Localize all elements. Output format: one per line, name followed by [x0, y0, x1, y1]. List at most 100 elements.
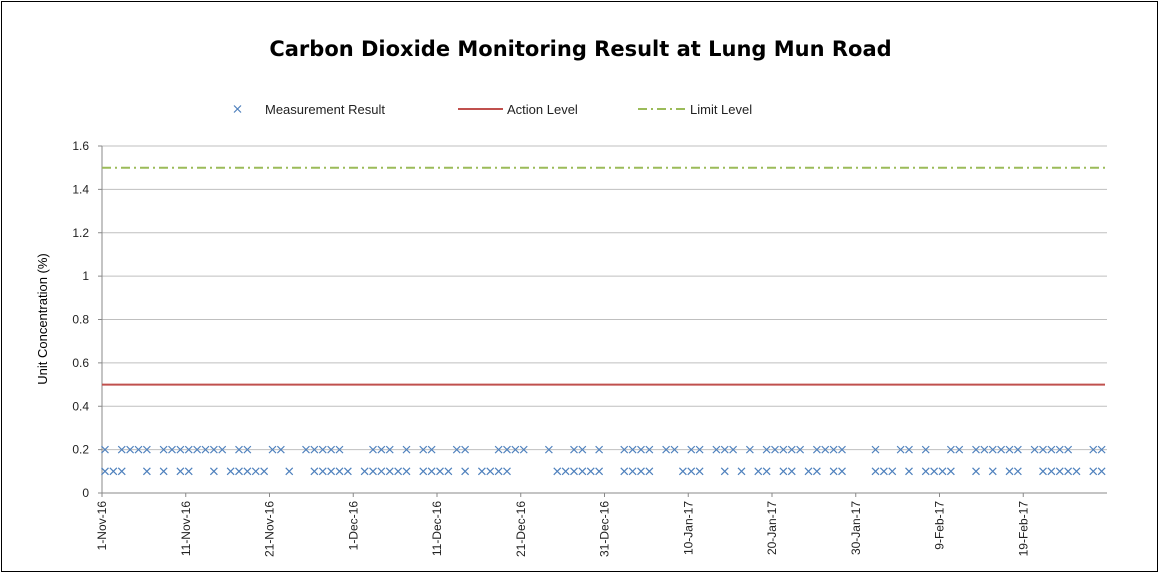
measurement-point — [126, 445, 135, 454]
measurement-point — [787, 467, 796, 476]
measurement-point — [821, 445, 830, 454]
gridlines — [102, 145, 1107, 451]
marker-stroke — [385, 467, 394, 476]
marker-stroke — [519, 445, 528, 454]
measurement-point — [260, 467, 269, 476]
measurement-point — [695, 445, 704, 454]
marker-stroke — [829, 467, 838, 476]
marker-stroke — [796, 445, 805, 454]
marker-stroke — [695, 467, 704, 476]
measurement-point — [1055, 467, 1064, 476]
measurement-point — [419, 445, 428, 454]
measurement-point — [427, 445, 436, 454]
marker-stroke — [645, 467, 654, 476]
measurement-point — [486, 467, 495, 476]
measurement-point — [201, 445, 210, 454]
marker-stroke — [209, 467, 218, 476]
marker-stroke — [946, 467, 955, 476]
measurement-point — [452, 445, 461, 454]
x-tick-label: 1-Nov-16 — [95, 501, 109, 551]
measurement-point — [745, 445, 754, 454]
marker-stroke — [570, 467, 578, 476]
measurement-point — [570, 445, 578, 454]
marker-stroke — [729, 445, 738, 454]
measurement-point — [461, 467, 470, 476]
measurement-point — [578, 445, 587, 454]
marker-stroke — [997, 445, 1006, 454]
measurement-point — [988, 467, 997, 476]
measurement-point — [142, 445, 151, 454]
measurement-point — [678, 467, 687, 476]
marker-stroke — [276, 445, 285, 454]
marker-stroke — [1047, 467, 1056, 476]
legend-marker-measurement — [233, 105, 242, 113]
marker-stroke — [343, 467, 352, 476]
measurement-point — [871, 445, 880, 454]
measurement-point — [302, 445, 310, 454]
marker-stroke — [377, 445, 386, 454]
marker-stroke — [427, 467, 436, 476]
marker-stroke — [109, 467, 118, 476]
measurement-point — [193, 445, 202, 454]
marker-stroke — [586, 467, 595, 476]
measurement-point — [369, 445, 377, 454]
marker-stroke — [101, 467, 109, 476]
measurement-point — [494, 445, 503, 454]
x-tick-labels: 1-Nov-16 11-Nov-16 21-Nov-16 1-Dec-16 11-Dec… — [95, 501, 1030, 557]
marker-stroke — [285, 467, 294, 476]
marker-stroke — [812, 467, 821, 476]
marker-stroke — [268, 445, 277, 454]
marker-stroke — [201, 445, 210, 454]
marker-stroke — [1055, 467, 1064, 476]
measurement-point — [109, 467, 118, 476]
marker-stroke — [938, 467, 947, 476]
marker-stroke — [142, 467, 151, 476]
marker-stroke — [637, 467, 645, 476]
measurement-point — [436, 467, 444, 476]
marker-stroke — [134, 445, 143, 454]
measurement-point — [687, 445, 696, 454]
marker-stroke — [243, 445, 252, 454]
marker-stroke — [955, 445, 964, 454]
measurement-point — [318, 445, 327, 454]
marker-stroke — [1047, 445, 1056, 454]
measurement-point — [804, 467, 813, 476]
measurement-point — [980, 445, 989, 454]
marker-stroke — [905, 445, 913, 454]
marker-stroke — [946, 445, 955, 454]
measurement-point — [1064, 467, 1073, 476]
marker-stroke — [218, 445, 227, 454]
marker-stroke — [779, 445, 788, 454]
marker-stroke — [678, 467, 687, 476]
measurement-point — [762, 445, 771, 454]
measurement-point — [662, 445, 671, 454]
measurement-point — [1005, 445, 1014, 454]
marker-stroke — [595, 445, 604, 454]
marker-stroke — [595, 467, 604, 476]
marker-stroke — [737, 467, 746, 476]
measurement-point — [1097, 467, 1106, 476]
chart-title: Carbon Dioxide Monitoring Result at Lung… — [269, 37, 892, 61]
x-tick-label: 20-Jan-17 — [765, 501, 779, 555]
measurement-point — [494, 467, 503, 476]
measurement-point — [377, 445, 386, 454]
measurement-point — [896, 445, 905, 454]
measurement-point — [1039, 445, 1047, 454]
marker-stroke — [720, 445, 729, 454]
marker-stroke — [159, 467, 168, 476]
measurement-point — [779, 445, 788, 454]
measurement-point — [134, 445, 143, 454]
marker-stroke — [402, 467, 411, 476]
measurement-point — [243, 445, 252, 454]
marker-stroke — [377, 467, 386, 476]
marker-stroke — [620, 467, 629, 476]
measurement-point — [402, 467, 411, 476]
measurement-point — [578, 467, 587, 476]
marker-stroke — [637, 445, 645, 454]
marker-stroke — [243, 467, 252, 476]
measurement-point — [444, 467, 453, 476]
measurement-point — [251, 467, 260, 476]
measurement-point — [762, 467, 771, 476]
marker-stroke — [720, 467, 729, 476]
